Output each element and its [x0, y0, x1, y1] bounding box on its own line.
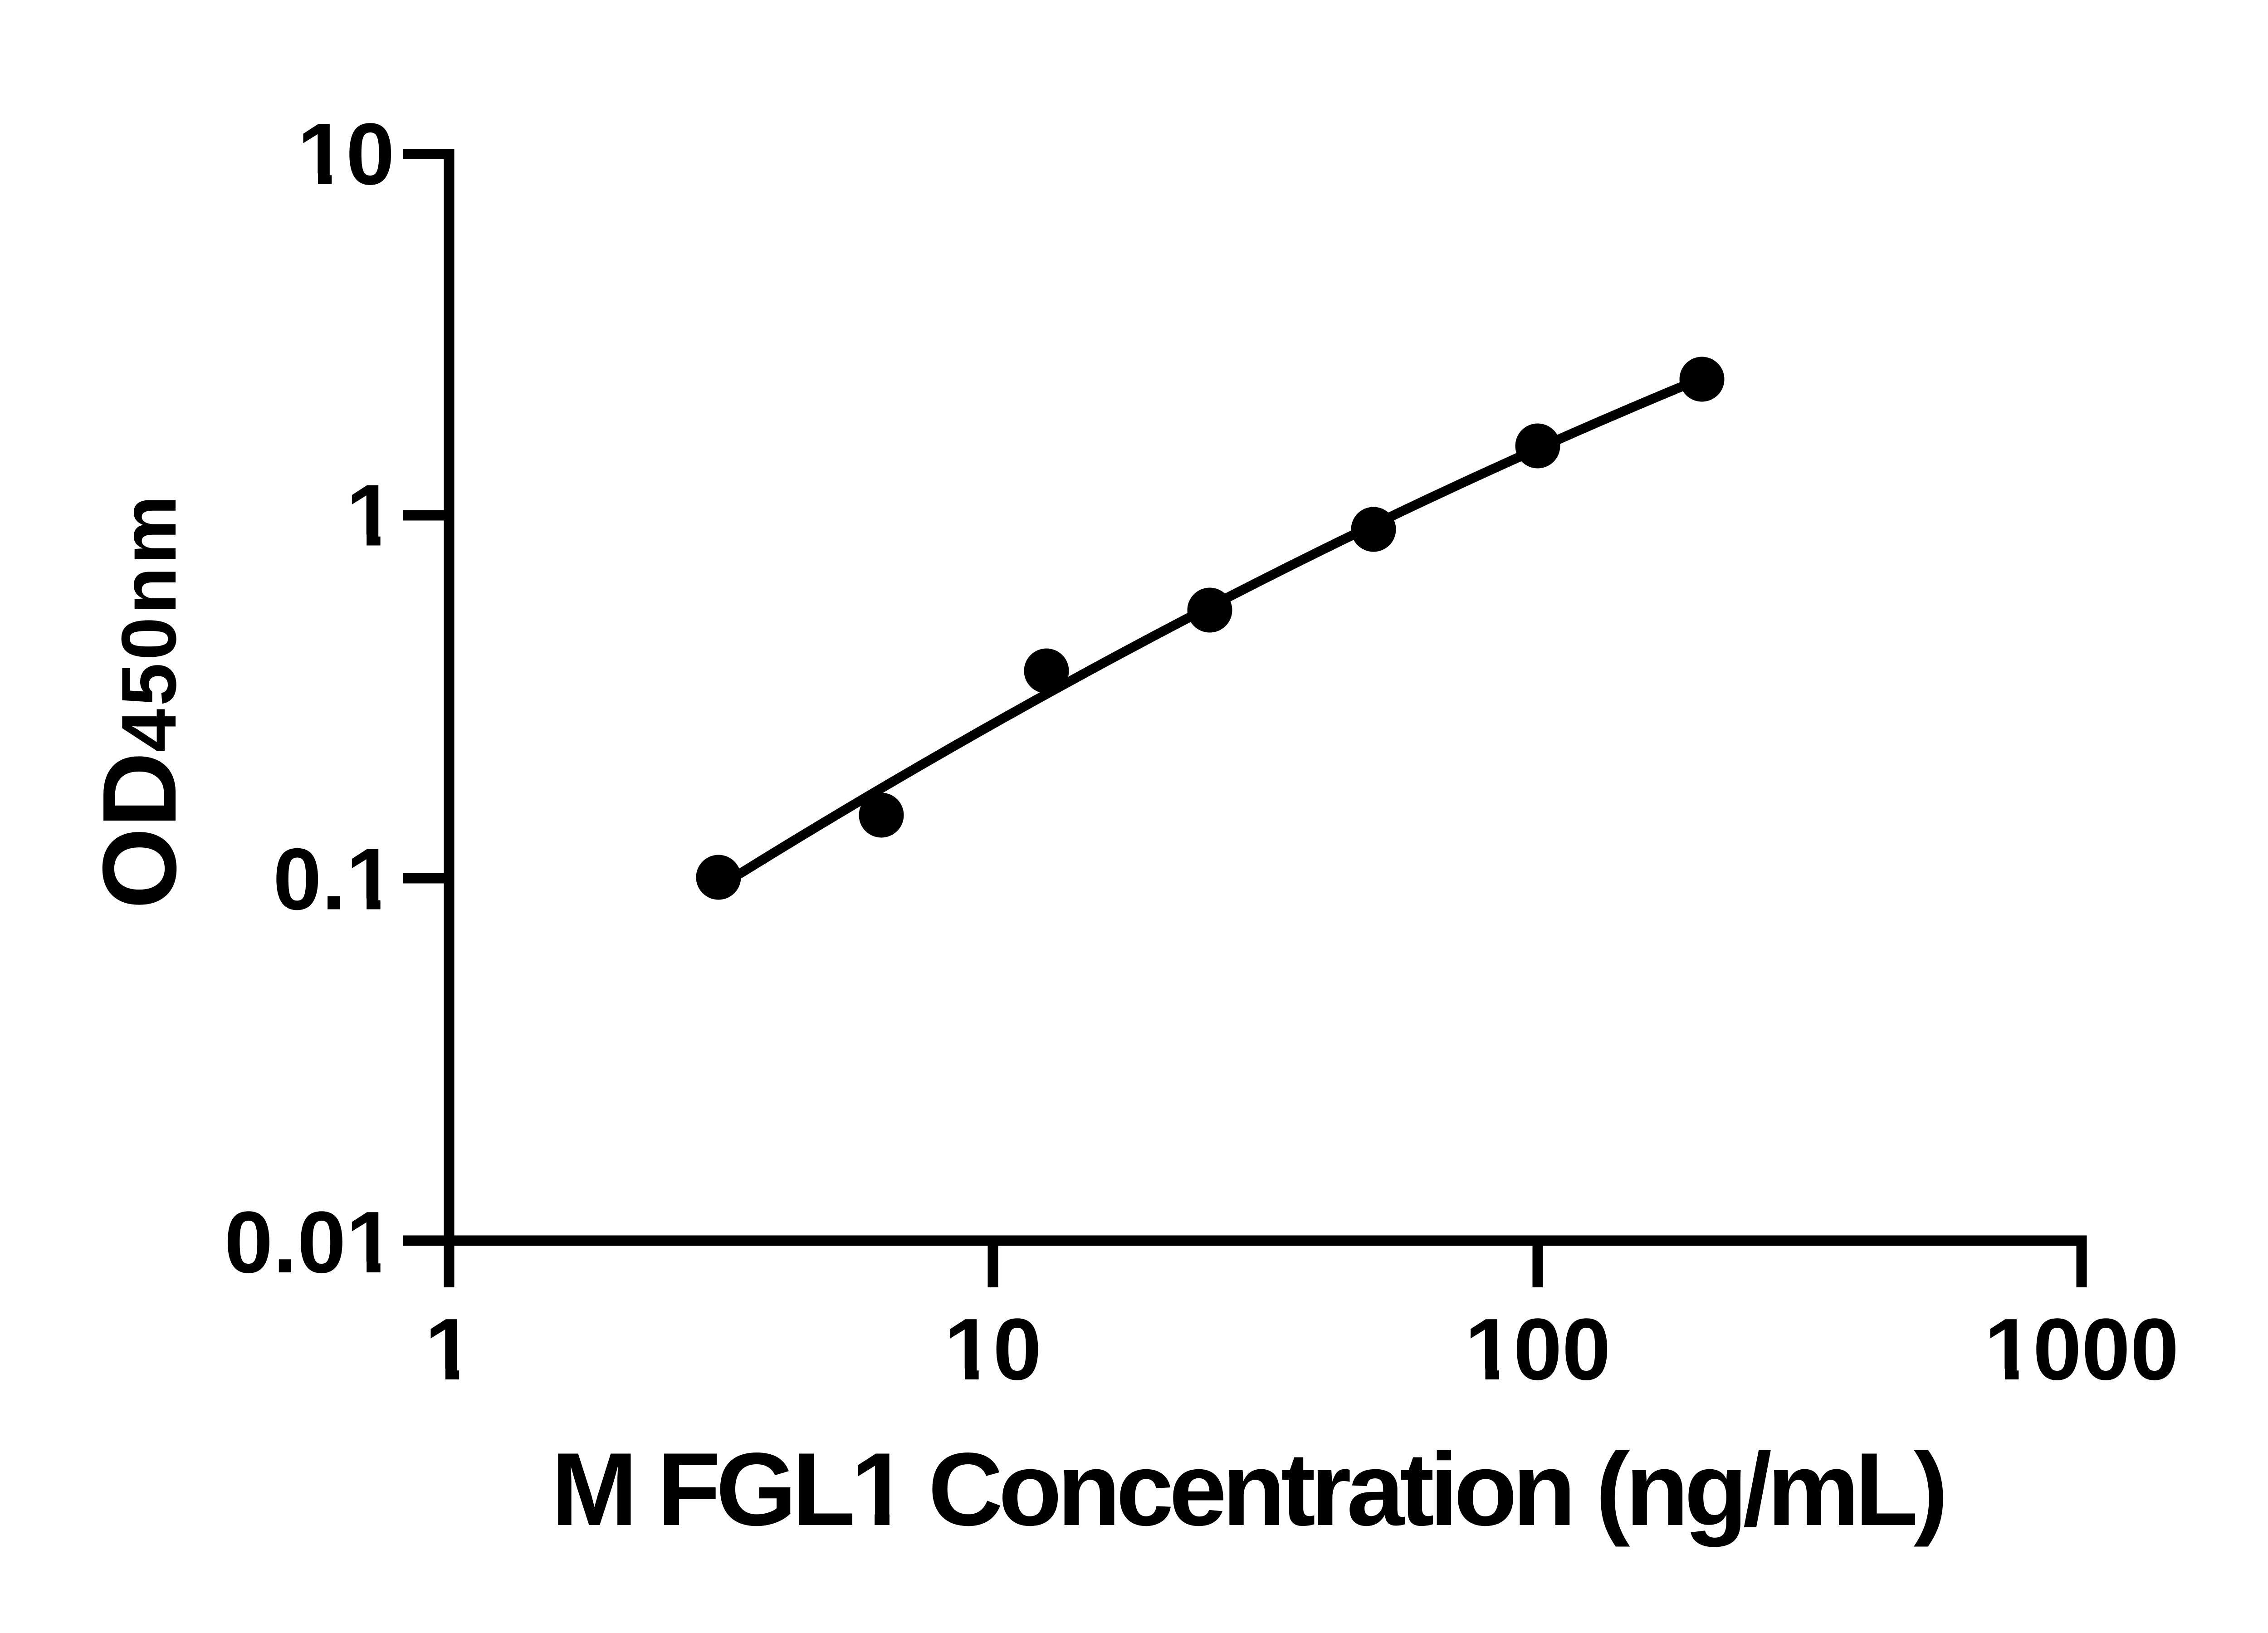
svg-text:0.1: 0.1	[273, 830, 395, 928]
svg-text:0.01: 0.01	[224, 1193, 395, 1291]
svg-text:OD450nm: OD450nm	[81, 493, 198, 909]
svg-text:10: 10	[297, 105, 395, 203]
svg-text:M FGL1 Concentration (ng/mL): M FGL1 Concentration (ng/mL)	[551, 1431, 1948, 1547]
svg-text:10: 10	[944, 1300, 1042, 1398]
svg-text:1: 1	[425, 1300, 473, 1398]
svg-text:1: 1	[346, 466, 395, 564]
svg-text:1000: 1000	[1984, 1300, 2179, 1398]
svg-text:100: 100	[1465, 1300, 1611, 1398]
